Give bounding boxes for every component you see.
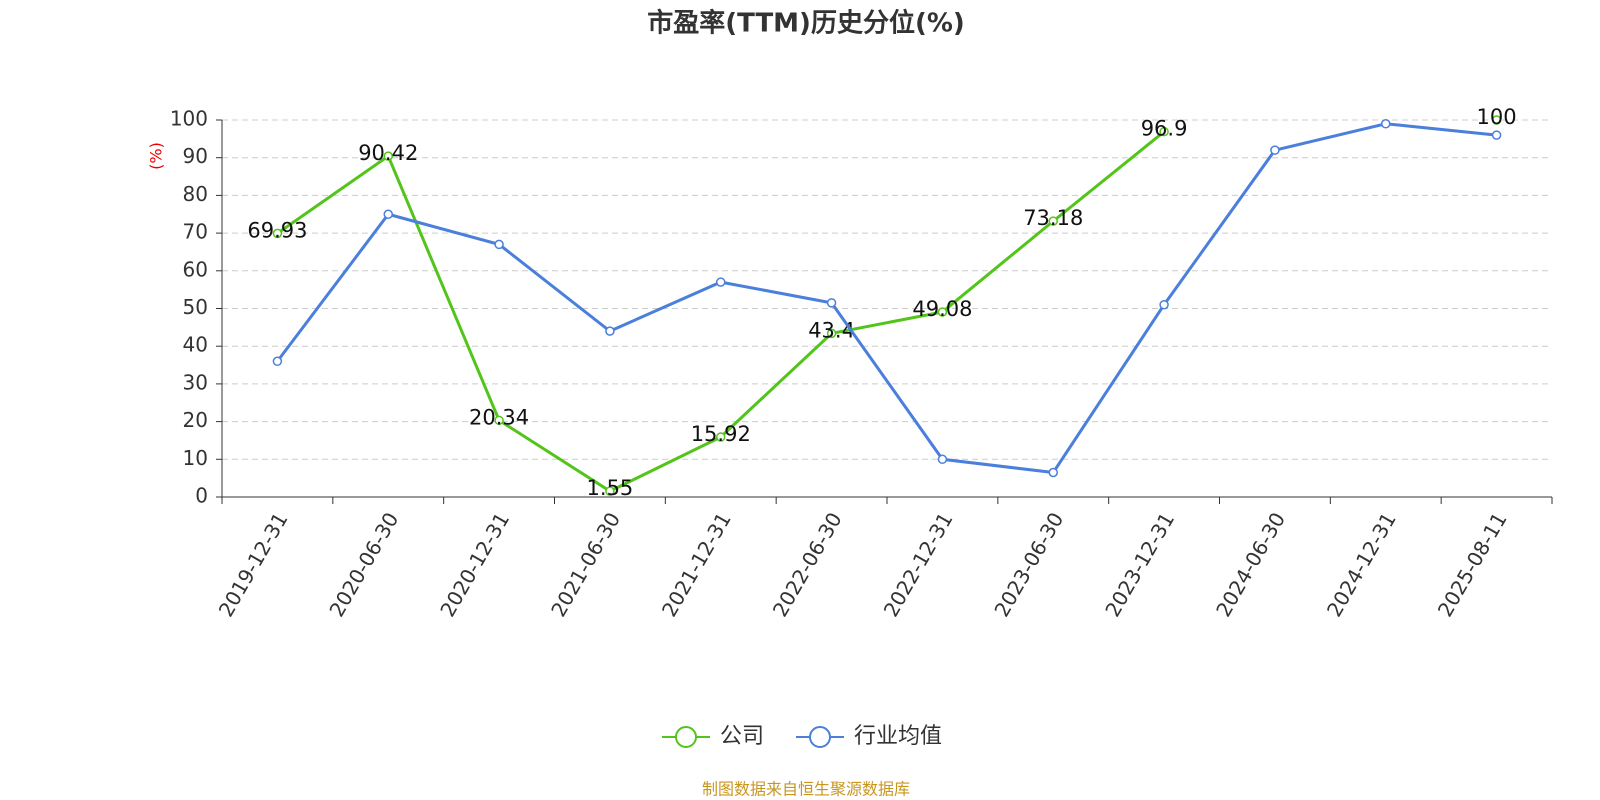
- y-tick-label: 0: [195, 484, 208, 508]
- data-point: [716, 432, 726, 442]
- data-label: 96.9: [1141, 117, 1188, 141]
- legend-marker: [675, 726, 697, 748]
- data-label: 90.42: [358, 141, 418, 165]
- x-tick-label: 2023-06-30: [989, 508, 1068, 621]
- x-tick-label: 2022-12-31: [879, 508, 958, 621]
- x-tick-label: 2020-12-31: [435, 508, 514, 621]
- y-tick-label: 90: [183, 144, 208, 168]
- data-point: [605, 326, 615, 336]
- series-line: [277, 120, 1496, 491]
- data-label: 1.55: [587, 476, 634, 500]
- data-point: [826, 298, 837, 308]
- data-point: [383, 151, 393, 161]
- data-point: [1491, 115, 1502, 125]
- data-point: [716, 277, 726, 287]
- data-point: [937, 454, 948, 465]
- x-tick-label: 2021-06-30: [546, 508, 625, 621]
- data-point: [1159, 126, 1169, 137]
- legend-label: 公司: [720, 724, 764, 749]
- y-tick-label: 10: [183, 446, 208, 470]
- data-point: [1048, 467, 1058, 478]
- data-point: [1159, 299, 1169, 310]
- y-tick-label: 30: [183, 370, 208, 394]
- data-point: [494, 415, 504, 426]
- data-label: 15.92: [691, 422, 751, 446]
- y-tick-label: 60: [183, 257, 208, 281]
- y-tick-label: 50: [183, 295, 208, 319]
- data-label: 73.18: [1023, 206, 1083, 230]
- x-tick-label: 2025-08-11: [1433, 508, 1512, 621]
- data-point: [937, 307, 948, 317]
- source-note: 制图数据来自恒生聚源数据库: [702, 780, 910, 799]
- x-tick-label: 2024-12-31: [1322, 508, 1401, 621]
- data-point: [826, 328, 837, 339]
- series-line: [276, 122, 1497, 475]
- legend-label: 行业均值: [854, 724, 942, 749]
- chart-title: 市盈率(TTM)历史分位(%): [647, 8, 965, 39]
- data-point: [605, 486, 615, 496]
- data-point: [272, 356, 283, 367]
- data-point: [1048, 216, 1058, 226]
- y-tick-label: 80: [183, 182, 208, 206]
- legend-marker: [809, 726, 831, 748]
- data-point: [272, 228, 283, 239]
- data-point: [1270, 145, 1280, 155]
- y-tick-label: 70: [183, 220, 208, 244]
- data-label: 43.4: [808, 318, 855, 342]
- y-tick-label: 40: [183, 333, 208, 357]
- data-point: [1491, 130, 1502, 140]
- data-point: [1381, 119, 1391, 129]
- x-tick-label: 2024-06-30: [1211, 508, 1290, 621]
- data-point: [494, 239, 504, 250]
- x-tick-label: 2022-06-30: [768, 508, 847, 621]
- x-tick-label: 2023-12-31: [1100, 508, 1179, 621]
- x-tick-label: 2021-12-31: [657, 508, 736, 621]
- data-label: 49.08: [912, 297, 972, 321]
- x-tick-label: 2019-12-31: [214, 508, 293, 621]
- data-label: 20.34: [469, 405, 529, 429]
- data-label: 69.93: [247, 218, 307, 242]
- data-label: 100: [1477, 105, 1517, 129]
- x-tick-label: 2020-06-30: [324, 508, 403, 621]
- data-point: [383, 209, 393, 219]
- y-tick-label: 20: [183, 408, 208, 432]
- y-tick-label: 100: [170, 107, 208, 131]
- y-axis-label: (%): [147, 142, 166, 170]
